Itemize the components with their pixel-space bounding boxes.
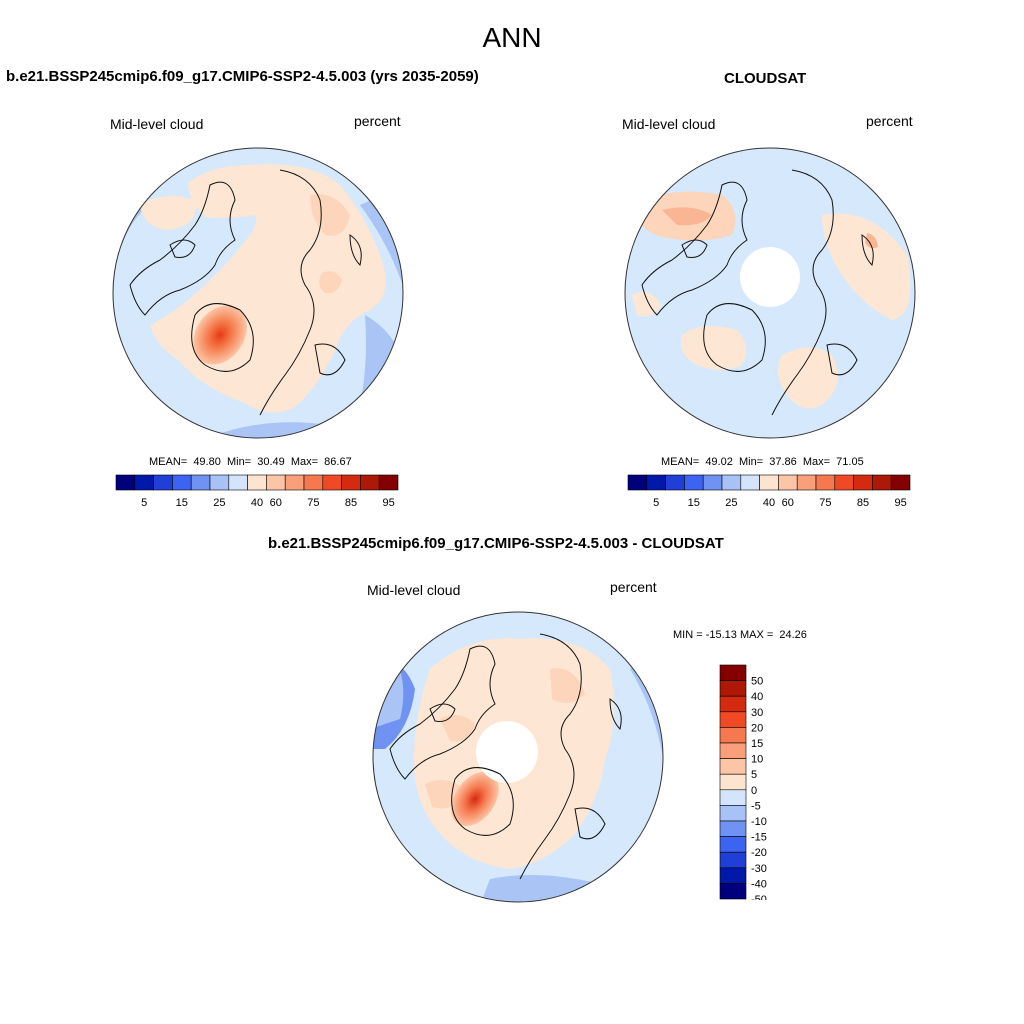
colorbar-tick-label: 75 xyxy=(819,497,831,509)
colorbar-swatch xyxy=(719,883,747,900)
colorbar-swatch xyxy=(719,758,747,775)
colorbar-tick-label: 5 xyxy=(653,497,659,509)
colorbar-tick-label: 40 xyxy=(763,497,775,509)
units-label-diff: percent xyxy=(610,579,657,595)
colorbar-swatch xyxy=(702,474,723,491)
colorbar-swatch xyxy=(303,474,324,491)
colorbar-tick-label: 95 xyxy=(894,497,906,509)
colorbar-swatch xyxy=(341,474,361,491)
colorbar-swatch xyxy=(266,474,286,491)
colorbar-tick-label: 25 xyxy=(213,497,225,509)
colorbar-tick-label: 0 xyxy=(751,785,757,797)
units-label-obs: percent xyxy=(866,113,913,129)
colorbar-swatch xyxy=(719,867,747,884)
colorbar-tick-label: -50 xyxy=(751,894,767,900)
colorbar-tick-label: 50 xyxy=(751,676,763,688)
polar-map-obs xyxy=(624,147,916,439)
colorbar-swatch xyxy=(872,474,892,491)
colorbar-swatch xyxy=(719,680,747,697)
colorbar-tick-label: -30 xyxy=(751,863,767,875)
colorbar-swatch xyxy=(719,695,747,713)
variable-label-model: Mid-level cloud xyxy=(110,116,204,132)
colorbar-swatch xyxy=(759,474,779,491)
colorbar-tick-label: 95 xyxy=(382,497,394,509)
colorbar-tick-label: 5 xyxy=(141,497,147,509)
variable-label-diff: Mid-level cloud xyxy=(367,582,461,598)
panel-title-model: b.e21.BSSP245cmip6.f09_g17.CMIP6-SSP2-4.… xyxy=(6,68,479,85)
colorbar-swatch xyxy=(719,727,747,744)
colorbar-tick-label: 75 xyxy=(307,497,319,509)
colorbar-swatch xyxy=(153,474,173,491)
colorbar-tick-label: 30 xyxy=(751,707,763,719)
colorbar-swatch xyxy=(719,805,747,822)
colorbar-swatch xyxy=(815,474,836,491)
colorbar-swatch xyxy=(190,474,211,491)
colorbar-tick-label: 85 xyxy=(857,497,869,509)
colorbar-swatch xyxy=(134,474,154,491)
colorbar-swatch xyxy=(834,474,854,491)
stats-diff: MIN = -15.13 MAX = 24.26 xyxy=(673,629,807,641)
colorbar-swatch xyxy=(209,474,230,491)
colorbar-swatch xyxy=(646,474,666,491)
page-title: ANN xyxy=(482,22,542,53)
panel-title-diff: b.e21.BSSP245cmip6.f09_g17.CMIP6-SSP2-4.… xyxy=(268,535,724,552)
colorbar-swatch xyxy=(719,851,747,869)
colorbar-tick-label: 85 xyxy=(345,497,357,509)
colorbar-tick-label: 20 xyxy=(751,722,763,734)
colorbar-swatch xyxy=(627,474,648,491)
colorbar-swatch xyxy=(719,836,747,853)
variable-label-obs: Mid-level cloud xyxy=(622,116,716,132)
colorbar-tick-label: -10 xyxy=(751,816,767,828)
colorbar-swatch xyxy=(684,474,704,491)
colorbar-swatch xyxy=(719,820,747,837)
colorbar-tick-label: 60 xyxy=(270,497,282,509)
colorbar-tick-label: 10 xyxy=(751,754,763,766)
colorbar-tick-label: 15 xyxy=(688,497,700,509)
colorbar-swatch xyxy=(115,474,136,491)
colorbar-swatch xyxy=(890,474,911,491)
colorbar-swatch xyxy=(322,474,342,491)
colorbar-swatch xyxy=(740,474,760,491)
colorbar-tick-label: 40 xyxy=(251,497,263,509)
colorbar-tick-label: -15 xyxy=(751,832,767,844)
panel-title-obs: CLOUDSAT xyxy=(724,70,807,87)
colorbar-tick-label: -20 xyxy=(751,847,767,859)
colorbar-swatch xyxy=(247,474,267,491)
colorbar-swatch xyxy=(360,474,380,491)
units-label-model: percent xyxy=(354,113,401,129)
colorbar-obs: 5 15 25 40 60 75 85 95 xyxy=(627,474,911,509)
colorbar-tick-label: 40 xyxy=(751,691,763,703)
polar-map-diff xyxy=(372,611,664,903)
colorbar-swatch xyxy=(719,742,747,759)
colorbar-swatch xyxy=(778,474,798,491)
colorbar-tick-label: 60 xyxy=(782,497,794,509)
colorbar-swatch xyxy=(284,474,305,491)
colorbar-swatch xyxy=(665,474,685,491)
colorbar-tick-label: 5 xyxy=(751,769,757,781)
colorbar-swatch xyxy=(796,474,817,491)
colorbar-swatch xyxy=(172,474,192,491)
colorbar-swatch xyxy=(719,789,747,806)
colorbar-swatch xyxy=(721,474,742,491)
colorbar-tick-label: 15 xyxy=(176,497,188,509)
colorbar-swatch xyxy=(228,474,248,491)
colorbar-swatch xyxy=(719,711,747,728)
colorbar-tick-label: -40 xyxy=(751,878,767,890)
colorbar-swatch xyxy=(719,773,747,791)
stats-obs: MEAN= 49.02 Min= 37.86 Max= 71.05 xyxy=(661,456,864,468)
colorbar-tick-label: -5 xyxy=(751,800,761,812)
polar-map-model xyxy=(112,147,404,439)
colorbar-swatch xyxy=(378,474,399,491)
colorbar-model: 5 15 25 40 60 75 85 95 xyxy=(115,474,399,509)
colorbar-tick-label: 25 xyxy=(725,497,737,509)
colorbar-tick-label: 15 xyxy=(751,738,763,750)
stats-model: MEAN= 49.80 Min= 30.49 Max= 86.67 xyxy=(149,456,352,468)
colorbar-swatch xyxy=(853,474,873,491)
colorbar-swatch xyxy=(719,664,747,681)
